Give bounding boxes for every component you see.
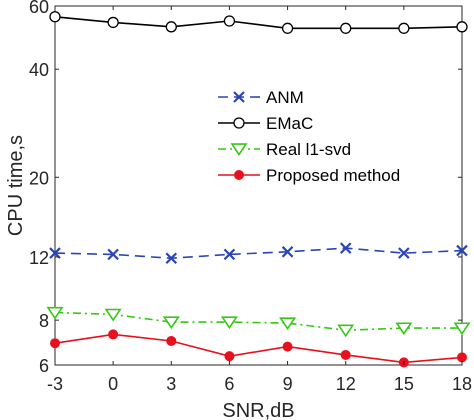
marker-stroke: [456, 244, 468, 257]
legend-label: EMaC: [266, 114, 313, 133]
data-point: [223, 15, 236, 27]
marker-stroke: [398, 247, 410, 259]
data-point: [165, 21, 177, 33]
x-tick-label: 6: [224, 374, 234, 394]
data-point: [165, 252, 178, 265]
legend-marker: [230, 143, 248, 157]
data-point: [107, 16, 119, 29]
data-point: [398, 22, 410, 34]
plot-frame: [54, 5, 463, 366]
data-point: [107, 248, 119, 261]
data-point: [282, 341, 293, 352]
legend-marker: [233, 117, 245, 129]
series-0: [49, 242, 468, 265]
series-line: [54, 333, 463, 364]
legend-label: Proposed method: [266, 166, 400, 185]
x-axis-label: SNR,dB: [222, 400, 294, 420]
data-point: [339, 242, 352, 254]
marker-stroke: [49, 247, 61, 259]
data-point: [49, 247, 61, 259]
y-tick-label: 8: [39, 311, 49, 331]
data-point: [220, 316, 238, 330]
data-point: [395, 322, 413, 336]
y-tick-label: 6: [39, 356, 49, 376]
data-point: [453, 322, 471, 336]
legend: ANM EMaC Real l1-svd Proposed method: [218, 88, 400, 185]
x-tick-label: 18: [452, 374, 472, 394]
x-tick-label: 12: [336, 374, 356, 394]
marker-stroke: [165, 252, 178, 265]
x-tick-label: 3: [166, 374, 176, 394]
data-point: [340, 22, 352, 34]
data-point: [46, 306, 64, 320]
data-point: [224, 351, 235, 362]
legend-item: Real l1-svd: [218, 140, 351, 159]
legend-label: ANM: [266, 88, 304, 107]
x-tick-label: 15: [394, 374, 414, 394]
data-point: [108, 329, 119, 340]
data-point: [337, 324, 355, 338]
legend-label: Real l1-svd: [266, 140, 351, 159]
y-tick-label: 20: [29, 168, 49, 188]
data-point: [281, 22, 294, 34]
marker-stroke: [223, 248, 236, 261]
series-1: [49, 11, 468, 34]
series-line: [54, 311, 462, 332]
data-point: [104, 308, 122, 322]
axes-group: SNR,dB CPU time,s -3 0 3 6 9 12 15 18 6 8 12 20 40 60: [5, 0, 472, 420]
data-point: [456, 244, 468, 257]
data-point: [456, 21, 468, 33]
legend-marker: [234, 170, 244, 180]
plot-area: [54, 5, 463, 366]
marker-stroke: [281, 246, 294, 258]
data-point: [162, 316, 180, 330]
marker-stroke: [339, 242, 352, 254]
series-line: [54, 16, 463, 30]
data-point: [166, 335, 177, 346]
x-tick-label: -3: [47, 374, 63, 394]
data-point: [50, 338, 60, 349]
marker-stroke: [107, 248, 119, 261]
series-2: [46, 306, 471, 338]
legend-marker: [233, 91, 245, 103]
y-tick-label: 12: [29, 248, 49, 268]
series-line: [54, 247, 463, 260]
legend-item: Proposed method: [218, 166, 400, 185]
data-point: [457, 352, 467, 363]
data-point: [49, 11, 61, 23]
x-tick-label: 9: [283, 374, 293, 394]
data-point: [340, 349, 351, 360]
data-point: [223, 248, 236, 261]
legend-item: EMaC: [218, 114, 313, 133]
y-tick-label: 60: [29, 0, 49, 17]
series-group: [46, 11, 471, 368]
data-point: [398, 247, 410, 259]
legend-item: ANM: [218, 88, 304, 107]
y-axis-label: CPU time,s: [5, 135, 27, 236]
x-tick-label: 0: [108, 374, 118, 394]
data-point: [281, 246, 294, 258]
y-tick-label: 40: [29, 60, 49, 80]
marker-stroke: [233, 91, 245, 103]
data-point: [279, 317, 297, 331]
